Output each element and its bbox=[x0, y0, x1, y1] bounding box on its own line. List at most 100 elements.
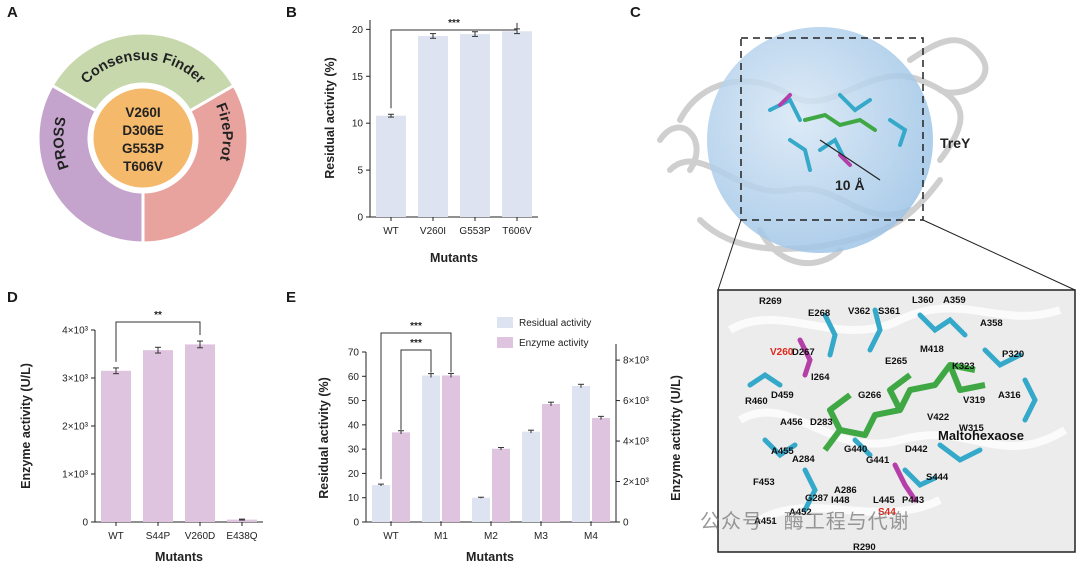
y-tick-label: 15 bbox=[352, 72, 364, 83]
x-axis-title: Mutants bbox=[466, 550, 514, 564]
radius-label: 10 Å bbox=[835, 177, 865, 193]
bar-enzyme bbox=[392, 432, 410, 522]
panel-letter-b: B bbox=[286, 4, 297, 21]
fireprot-segment bbox=[141, 83, 250, 245]
bar bbox=[502, 31, 532, 218]
residue-label: D267 bbox=[792, 347, 815, 358]
legend-swatch-residual bbox=[497, 317, 513, 328]
residue-label: R269 bbox=[759, 296, 782, 307]
y-tick-label: 20 bbox=[352, 25, 364, 36]
bar-residual bbox=[572, 386, 590, 522]
x-tick-label: M4 bbox=[584, 531, 598, 542]
legend-swatch-enzyme bbox=[497, 337, 513, 348]
bar bbox=[460, 34, 490, 218]
panel-letter-a: A bbox=[7, 4, 18, 21]
residue-label: D459 bbox=[771, 390, 794, 401]
mutation-label: T606V bbox=[123, 159, 163, 174]
x-tick-label: V260D bbox=[185, 531, 216, 542]
residue-label: V260 bbox=[770, 347, 794, 358]
y-tick-label: 60 bbox=[348, 372, 360, 383]
zoom-connector-left bbox=[717, 219, 742, 291]
x-tick-label: T606V bbox=[502, 226, 532, 237]
radius-line bbox=[819, 139, 881, 181]
y-axis-title: Enzyme activity (U/L) bbox=[19, 363, 33, 489]
bar bbox=[143, 350, 173, 522]
zoom-box bbox=[740, 37, 924, 221]
mutations-center bbox=[90, 85, 196, 191]
residue-label: A456 bbox=[780, 417, 803, 428]
y-tick-label: 40 bbox=[348, 420, 360, 431]
significance-bracket bbox=[390, 22, 518, 109]
y-tick-label: 10 bbox=[352, 119, 364, 130]
y-right-tick-label: 2×10³ bbox=[623, 477, 650, 488]
significance-bracket bbox=[380, 332, 452, 480]
y-tick-label: 20 bbox=[348, 469, 360, 480]
y-tick-label: 10 bbox=[348, 493, 360, 504]
x-axis-title: Mutants bbox=[155, 550, 203, 564]
residue-label: A455 bbox=[771, 446, 794, 457]
residue-label: A316 bbox=[998, 390, 1021, 401]
residue-label: V319 bbox=[963, 395, 985, 406]
bar bbox=[101, 370, 131, 522]
residue-label: A286 bbox=[834, 485, 857, 496]
consensus-finder-segment bbox=[50, 31, 236, 114]
chart-b: 0 5 10 15 20 WT V260I G553P T606V *** Residual ac… bbox=[323, 18, 538, 265]
inset-ribbon bbox=[727, 304, 1068, 524]
mutation-label: D306E bbox=[122, 123, 163, 138]
mutation-label: G553P bbox=[122, 141, 164, 156]
residue-label: A452 bbox=[789, 507, 812, 518]
panel-letter-e: E bbox=[286, 289, 297, 306]
watermark: 公众号 · 酶工程与代谢 bbox=[700, 511, 910, 533]
x-tick-label: V260I bbox=[420, 226, 446, 237]
y-tick-label: 4×10³ bbox=[62, 326, 89, 337]
residue-label: A284 bbox=[792, 454, 815, 465]
residue-label: E265 bbox=[885, 356, 908, 367]
y-axis-title-left: Residual activity (%) bbox=[317, 377, 331, 499]
bar-residual bbox=[422, 375, 440, 522]
panel-a-donut: Consensus Finder FireProt PROSS V260I D3… bbox=[36, 31, 250, 245]
mutation-label: V260I bbox=[125, 105, 160, 120]
bar-residual bbox=[472, 497, 490, 522]
significance-label: ** bbox=[154, 310, 162, 321]
residue-label: G440 bbox=[844, 444, 867, 455]
residue-label: A451 bbox=[754, 516, 777, 527]
panel-letter-d: D bbox=[7, 289, 18, 306]
y-tick-label: 5 bbox=[357, 166, 363, 177]
protein-label: TreY bbox=[940, 135, 971, 151]
inset-sticks bbox=[747, 307, 1038, 513]
y-axis-title-right: Enzyme activity (U/L) bbox=[669, 375, 683, 501]
residue-label: A358 bbox=[980, 318, 1003, 329]
significance-label: *** bbox=[448, 18, 460, 29]
legend-label-enzyme: Enzyme activity bbox=[519, 338, 588, 349]
residue-label: E268 bbox=[808, 308, 830, 319]
x-tick-label: M3 bbox=[534, 531, 548, 542]
y-axis-title: Residual activity (%) bbox=[323, 57, 337, 179]
y-tick-label: 1×10³ bbox=[62, 470, 89, 481]
residue-label: P320 bbox=[1002, 349, 1024, 360]
residue-label: R290 bbox=[853, 542, 876, 553]
residue-label: P443 bbox=[902, 495, 924, 506]
residue-label: F453 bbox=[753, 477, 775, 488]
x-tick-label: M1 bbox=[434, 531, 448, 542]
y-tick-label: 0 bbox=[82, 518, 88, 529]
y-tick-label: 30 bbox=[348, 445, 360, 456]
pross-segment bbox=[36, 83, 145, 245]
y-tick-label: 0 bbox=[357, 213, 363, 224]
residue-label: G441 bbox=[866, 455, 890, 466]
residue-label: A359 bbox=[943, 295, 966, 306]
bar bbox=[418, 35, 448, 218]
residue-label: M418 bbox=[920, 344, 944, 355]
residue-label: W315 bbox=[959, 423, 985, 434]
ligand-label: Maltohexaose bbox=[938, 428, 1024, 443]
residue-label: L360 bbox=[912, 295, 934, 306]
y-right-tick-label: 8×10³ bbox=[623, 356, 650, 367]
residue-label: V422 bbox=[927, 412, 949, 423]
y-tick-label: 70 bbox=[348, 348, 360, 359]
bar-enzyme bbox=[442, 375, 460, 522]
significance-label: *** bbox=[410, 321, 422, 332]
bar-enzyme bbox=[492, 448, 510, 522]
residue-label: S44 bbox=[878, 507, 896, 518]
x-tick-label: WT bbox=[383, 226, 399, 237]
bar-residual bbox=[522, 431, 540, 522]
